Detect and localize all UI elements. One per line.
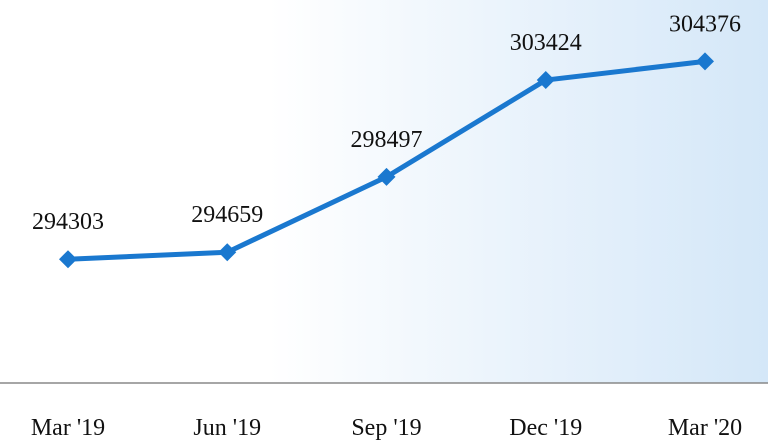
- plot-background: [0, 0, 768, 383]
- data-label: 304376: [669, 11, 741, 37]
- data-point: [377, 167, 396, 186]
- data-point: [696, 52, 714, 71]
- x-tick-label: Jun '19: [193, 415, 261, 441]
- data-label: 303424: [510, 30, 582, 56]
- x-tick-label: Sep '19: [351, 415, 421, 441]
- x-tick-label: Dec '19: [509, 415, 582, 441]
- data-point: [218, 243, 237, 262]
- data-point: [59, 250, 77, 269]
- x-tick-label: Mar '20: [668, 415, 742, 441]
- x-tick-label: Mar '19: [31, 415, 105, 441]
- data-label: 294659: [191, 202, 263, 228]
- data-label: 294303: [32, 209, 104, 235]
- data-label: 298497: [351, 127, 423, 153]
- data-point: [536, 71, 555, 90]
